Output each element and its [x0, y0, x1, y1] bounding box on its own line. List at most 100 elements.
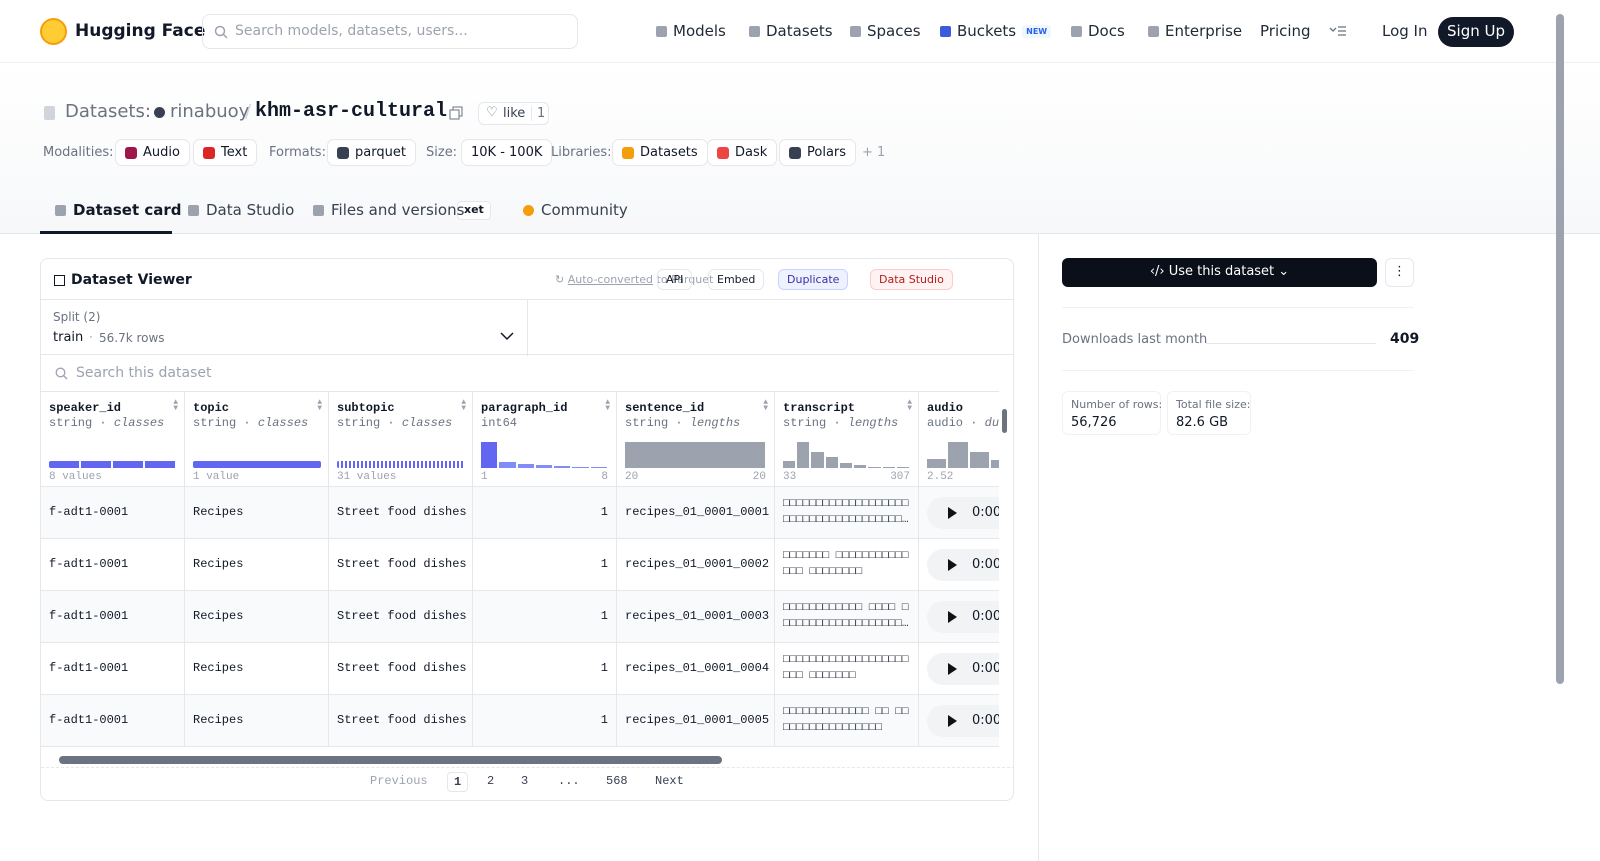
- signup-button[interactable]: Sign Up: [1438, 17, 1514, 47]
- audio-player[interactable]: 0:00: [927, 601, 999, 633]
- split-name[interactable]: train: [53, 330, 84, 345]
- next-button[interactable]: Next: [655, 774, 684, 788]
- column-type: int64: [481, 416, 517, 430]
- split-row: Split (2) train · 56.7k rows: [41, 299, 1013, 356]
- column-stat: 8 values: [49, 471, 102, 483]
- tag[interactable]: parquet: [327, 139, 416, 166]
- table-cell: □□□□□□□□□□□□□ □□ □□□□□□□□□□□□□□□□□: [775, 695, 919, 747]
- histogram-bar: [969, 451, 989, 468]
- h-scrollbar: [59, 756, 722, 764]
- column-header[interactable]: topic ▲ ▼ string · classes 1 value: [185, 392, 329, 487]
- login[interactable]: Log In: [1382, 22, 1428, 40]
- page-button[interactable]: 1: [447, 772, 469, 792]
- column-type: string · classes: [193, 416, 308, 430]
- tab-icon: [313, 204, 324, 216]
- tag[interactable]: Text: [193, 139, 258, 166]
- sort-icon: ▲ ▼: [461, 398, 466, 413]
- table-cell: recipes_01_0001_0001: [617, 487, 775, 539]
- dataset-icon: [44, 106, 55, 120]
- logo-text[interactable]: Hugging Face: [75, 21, 206, 41]
- viewer-button[interactable]: Duplicate: [778, 269, 849, 290]
- table-cell: Recipes: [185, 695, 329, 747]
- audio-player[interactable]: 0:00: [927, 653, 999, 685]
- viewer-button[interactable]: API: [657, 269, 693, 290]
- play-icon[interactable]: [948, 559, 957, 571]
- tab[interactable]: Files and versions: [313, 201, 464, 219]
- use-dataset-button[interactable]: ‹/› Use this dataset ⌄: [1062, 258, 1377, 287]
- repo-owner[interactable]: rinabuoy: [170, 101, 250, 122]
- play-icon[interactable]: [948, 507, 957, 519]
- page-button[interactable]: ...: [558, 774, 580, 788]
- table-cell: Street food dishes: [329, 591, 473, 643]
- nav-label: Pricing: [1260, 22, 1311, 40]
- tag[interactable]: 10K - 100K: [461, 139, 553, 166]
- play-icon[interactable]: [948, 663, 957, 675]
- logo-icon[interactable]: [40, 18, 67, 45]
- tag[interactable]: Dask: [707, 139, 778, 166]
- cell-value: recipes_01_0001_0003: [625, 609, 770, 623]
- table-cell: Recipes: [185, 591, 329, 643]
- menu-icon[interactable]: [1329, 26, 1347, 36]
- table-cell: Street food dishes: [329, 539, 473, 591]
- column-header[interactable]: subtopic ▲ ▼ string · classes 31 values: [329, 392, 473, 487]
- tab[interactable]: Community: [523, 201, 628, 219]
- new-badge: NEW: [1022, 24, 1052, 38]
- repo-name[interactable]: khm-asr-cultural: [255, 100, 448, 123]
- table-cell: Recipes: [185, 643, 329, 695]
- viewer-button-label: Duplicate: [787, 273, 840, 286]
- nav-buckets[interactable]: Buckets NEW: [940, 22, 1052, 40]
- play-icon[interactable]: [948, 611, 957, 623]
- viewer-button[interactable]: Embed: [708, 269, 765, 290]
- tag[interactable]: Polars: [779, 139, 857, 166]
- dataset-search[interactable]: Search this dataset: [76, 365, 212, 381]
- page-button[interactable]: 3: [521, 774, 529, 788]
- column-header[interactable]: speaker_id ▲ ▼ string · classes 8 values: [41, 392, 185, 487]
- tab[interactable]: Data Studio: [188, 201, 294, 219]
- tag-icon: [203, 147, 215, 159]
- tag-label: 10K - 100K: [471, 145, 543, 160]
- column-header[interactable]: transcript ▲ ▼ string · lengths 33 307: [775, 392, 919, 487]
- viewer-button-label: Embed: [717, 273, 756, 286]
- audio-player[interactable]: 0:00: [927, 549, 999, 581]
- viewer-button[interactable]: Data Studio: [870, 269, 953, 290]
- column-chart: [927, 436, 999, 468]
- dot: ·: [92, 416, 114, 430]
- more-button[interactable]: ⋮: [1385, 258, 1414, 287]
- tag-label: Audio: [143, 145, 180, 160]
- histogram-bar: [535, 464, 553, 468]
- cell-value: Recipes: [193, 661, 244, 675]
- auto-converted[interactable]: ↻ Auto-converted to Parquet: [555, 273, 714, 286]
- play-icon[interactable]: [948, 715, 957, 727]
- split-chevron[interactable]: [500, 332, 514, 341]
- copy-icon[interactable]: [449, 106, 463, 120]
- column-type: string · lengths: [783, 416, 898, 430]
- size-label: Total file size:: [1176, 398, 1251, 411]
- column-header[interactable]: paragraph_id ▲ ▼ int64 1 8: [473, 392, 617, 487]
- column-stat: 8: [601, 471, 608, 483]
- column-header[interactable]: audio▲▼audio · duration2.52: [919, 392, 999, 487]
- tag[interactable]: Audio: [115, 139, 190, 166]
- tag-group-label: Size:: [426, 145, 458, 160]
- column-header[interactable]: sentence_id ▲ ▼ string · lengths 20 20: [617, 392, 775, 487]
- like-button[interactable]: like ♡ 1: [478, 102, 549, 125]
- column-stat: 307: [890, 471, 910, 483]
- more-tags[interactable]: + 1: [862, 145, 886, 160]
- page-button[interactable]: 568: [606, 774, 628, 788]
- type: string: [49, 416, 93, 430]
- nav-datasets[interactable]: Datasets: [749, 22, 833, 40]
- audio-player[interactable]: 0:00: [927, 705, 999, 737]
- nav-enterprise[interactable]: Enterprise: [1148, 22, 1242, 40]
- audio-player[interactable]: 0:00: [927, 497, 999, 529]
- tab[interactable]: Dataset card: [55, 201, 182, 219]
- sort-icon: ▲ ▼: [763, 398, 768, 413]
- nav-pricing[interactable]: Pricing: [1260, 22, 1311, 40]
- nav-models[interactable]: Models: [656, 22, 726, 40]
- search-box[interactable]: Search models, datasets, users...: [202, 14, 578, 49]
- tag[interactable]: Datasets: [612, 139, 708, 166]
- nav-docs[interactable]: Docs: [1071, 22, 1125, 40]
- prev-button[interactable]: Previous: [370, 774, 428, 788]
- table-cell: f-adt1-0001: [41, 695, 185, 747]
- nav-spaces[interactable]: Spaces: [850, 22, 921, 40]
- page-button[interactable]: 2: [487, 774, 495, 788]
